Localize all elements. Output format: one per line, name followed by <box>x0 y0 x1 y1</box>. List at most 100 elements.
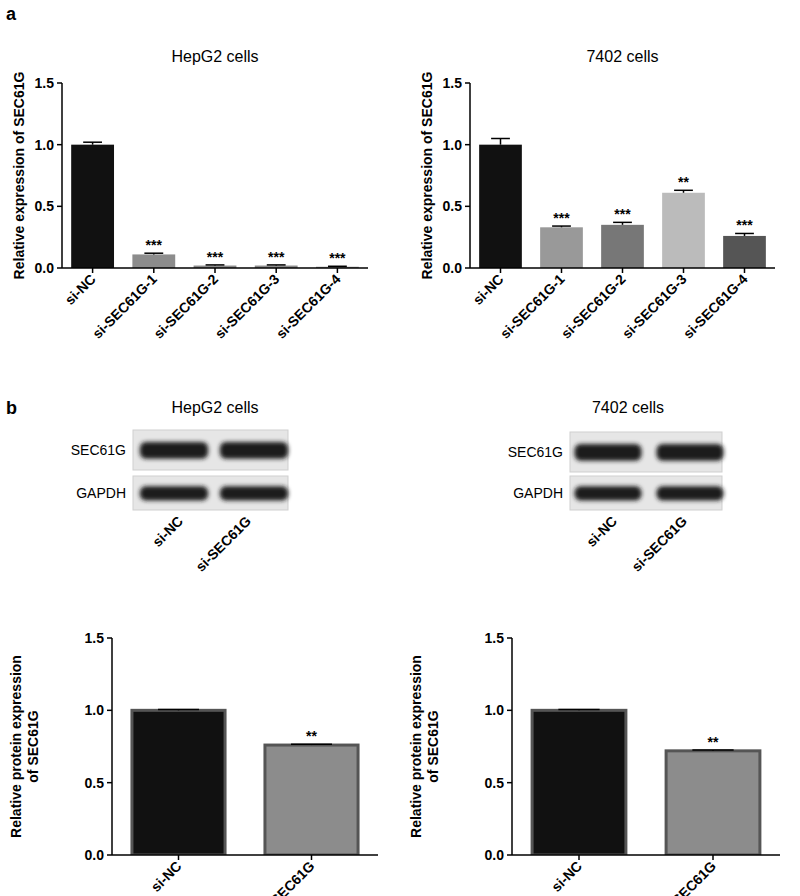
x-tick <box>578 855 580 860</box>
y-axis <box>111 638 113 855</box>
y-tick <box>507 710 512 712</box>
blot-lane-label: si-SEC61G <box>628 513 690 575</box>
x-tick <box>744 268 746 273</box>
y-axis-label: Relative protein expression <box>408 655 424 838</box>
bar <box>666 751 760 855</box>
bar <box>132 710 225 855</box>
x-tick-label: si-SEC61G-2 <box>558 271 629 342</box>
error-bar <box>552 226 571 227</box>
bar <box>540 227 583 268</box>
blot-band <box>220 486 288 500</box>
y-tick-label: 0.5 <box>443 198 463 214</box>
chart: HepG2 cells Relative expression of SEC61G… <box>11 48 368 342</box>
blot-lane-label: si-NC <box>149 513 186 550</box>
error-cap <box>83 141 102 143</box>
x-tick-label: si-SEC61G <box>657 858 719 896</box>
x-tick-label: si-SEC61G-4 <box>273 271 344 342</box>
y-tick-label: 1.0 <box>485 702 505 718</box>
bar <box>132 254 175 268</box>
y-axis-label: of SEC61G <box>25 710 41 782</box>
significance: *** <box>329 250 346 266</box>
x-tick-label: si-SEC61G-3 <box>212 271 283 342</box>
significance: ** <box>678 174 689 190</box>
error-bar <box>558 709 599 711</box>
y-tick <box>465 82 470 84</box>
marks <box>532 710 760 855</box>
western-blot: 7402 cellsSEC61GGAPDHsi-NCsi-SEC61G <box>508 399 724 575</box>
x-tick <box>683 268 685 273</box>
blot-band <box>657 486 724 500</box>
error-bar <box>613 222 632 224</box>
x-tick-label: si-SEC61G-1 <box>497 271 568 342</box>
marks <box>479 139 766 269</box>
x-tick-label: si-SEC61G-2 <box>150 271 221 342</box>
y-tick <box>57 82 62 84</box>
x-tick <box>153 268 155 273</box>
error-bar <box>144 253 163 254</box>
significance: *** <box>736 217 753 233</box>
significance: *** <box>553 210 570 226</box>
y-axis-label: Relative protein expression <box>8 655 24 838</box>
y-axis-label: Relative expression of SEC61G <box>419 72 435 280</box>
y-tick-label: 0.5 <box>485 775 505 791</box>
error-bar <box>674 190 693 192</box>
y-axis-label: of SEC61G <box>425 710 441 782</box>
blot-title: HepG2 cells <box>171 399 258 416</box>
figure: abHepG2 cellsRelative expression of SEC6… <box>0 0 800 896</box>
y-tick <box>57 267 62 269</box>
y-tick <box>107 782 112 784</box>
bar <box>71 145 114 268</box>
blot-membrane <box>133 476 288 510</box>
y-tick <box>507 637 512 639</box>
y-axis-label: Relative expression of SEC61G <box>11 72 27 280</box>
significance: *** <box>207 249 224 265</box>
blot-row-label: SEC61G <box>71 442 126 458</box>
bar <box>532 710 626 855</box>
y-tick-label: 1.5 <box>85 630 105 646</box>
chart-title: 7402 cells <box>586 48 658 65</box>
x-tick-label: si-NC <box>62 271 99 308</box>
y-tick-label: 1.5 <box>35 75 55 91</box>
y-tick-label: 1.5 <box>443 75 463 91</box>
y-tick <box>465 144 470 146</box>
y-axis <box>469 83 471 268</box>
bar <box>723 236 766 268</box>
y-tick-label: 0.5 <box>85 775 105 791</box>
y-tick <box>507 782 512 784</box>
chart-title: HepG2 cells <box>171 48 258 65</box>
x-tick-label: si-SEC61G-4 <box>680 271 751 342</box>
x-tick <box>561 268 563 273</box>
western-blot: HepG2 cells SEC61G GAPDH si-NCsi-SEC61G <box>71 399 288 575</box>
y-axis <box>61 83 63 268</box>
x-tick-label: si-NC <box>548 858 585 895</box>
significance: ** <box>708 734 719 750</box>
marks <box>132 710 358 855</box>
y-tick-label: 1.0 <box>35 137 55 153</box>
y-tick <box>465 206 470 208</box>
y-tick <box>107 710 112 712</box>
blot-row-label: GAPDH <box>76 485 126 501</box>
blot-lane-label: si-NC <box>583 513 620 550</box>
x-tick <box>337 268 339 273</box>
significance: *** <box>614 206 631 222</box>
x-tick-label: si-SEC61G-3 <box>619 271 690 342</box>
blot-band <box>220 442 288 459</box>
blot-band <box>575 486 642 500</box>
bar <box>601 225 644 268</box>
error-line <box>500 139 502 145</box>
y-tick <box>465 267 470 269</box>
panel-label: a <box>6 4 17 24</box>
y-tick-label: 0.0 <box>485 847 505 863</box>
error-cap <box>491 138 510 140</box>
x-tick <box>275 268 277 273</box>
x-tick-label: si-SEC61G <box>256 858 318 896</box>
x-tick <box>500 268 502 273</box>
blot-row-label: GAPDH <box>513 485 563 501</box>
blot-lane-label: si-SEC61G <box>192 513 254 575</box>
significance: *** <box>268 249 285 265</box>
x-axis <box>112 854 378 856</box>
blot-membrane <box>133 430 288 470</box>
blot-band <box>140 486 208 500</box>
y-tick-label: 0.0 <box>443 260 463 276</box>
y-tick-label: 0.0 <box>35 260 55 276</box>
